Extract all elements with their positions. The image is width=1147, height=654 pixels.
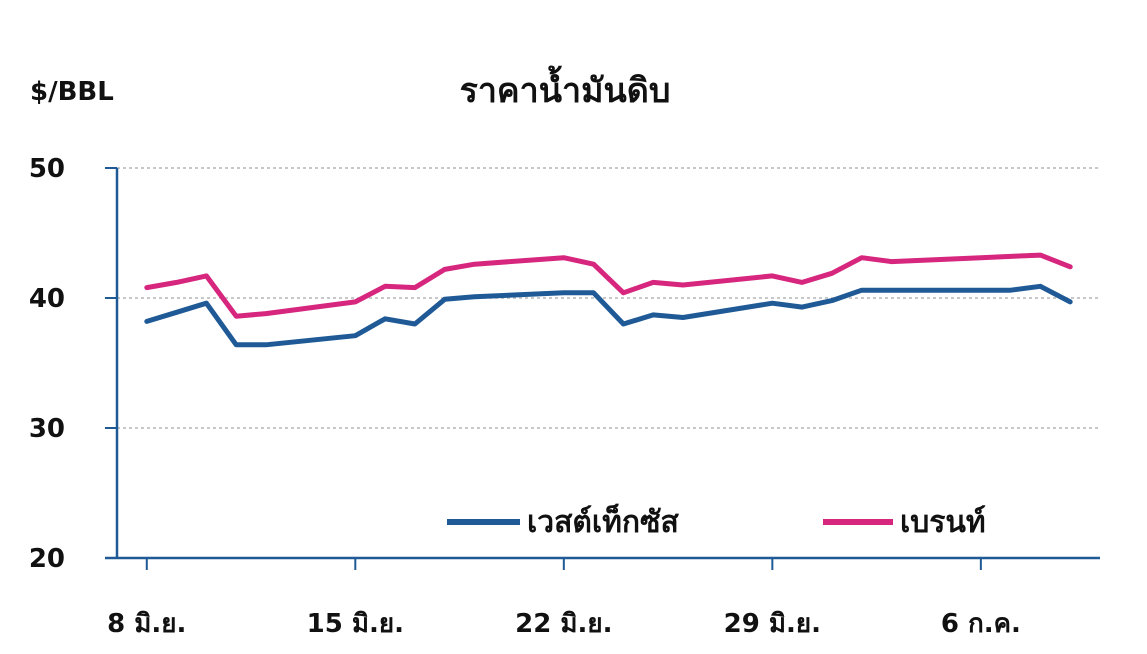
x-tick-label-1: 15 มิ.ย. [307,609,404,639]
y-tick-label-20: 20 [29,544,65,574]
legend-label-brent: เบรนท์ [900,505,986,540]
y-axis-unit-label: $/BBL [30,77,114,107]
legend-item-wti: เวสต์เท็กซัส [447,503,679,540]
y-axis-ticks: 20 30 40 50 [29,154,117,574]
x-tick-label-2: 22 มิ.ย. [515,609,612,639]
y-tick-label-50: 50 [29,154,65,184]
legend-item-brent: เบรนท์ [823,505,986,540]
x-axis-ticks: 8 มิ.ย. 15 มิ.ย. 22 มิ.ย. 29 มิ.ย. 6 ก.ค. [107,558,1021,639]
axes [105,168,1100,560]
x-tick-label-3: 29 มิ.ย. [724,609,821,639]
y-tick-label-40: 40 [29,284,65,314]
legend: เวสต์เท็กซัส เบรนท์ [447,503,986,540]
y-tick-label-30: 30 [29,414,65,444]
x-tick-label-4: 6 ก.ค. [941,609,1021,639]
x-tick-label-0: 8 มิ.ย. [107,609,186,639]
chart-title: ราคาน้ำมันดิบ [460,65,671,111]
series-line-1 [144,252,1073,319]
series-line-0 [144,283,1073,348]
gridlines [117,167,1100,429]
legend-label-wti: เวสต์เท็กซัส [527,503,679,540]
series-lines [144,252,1073,348]
